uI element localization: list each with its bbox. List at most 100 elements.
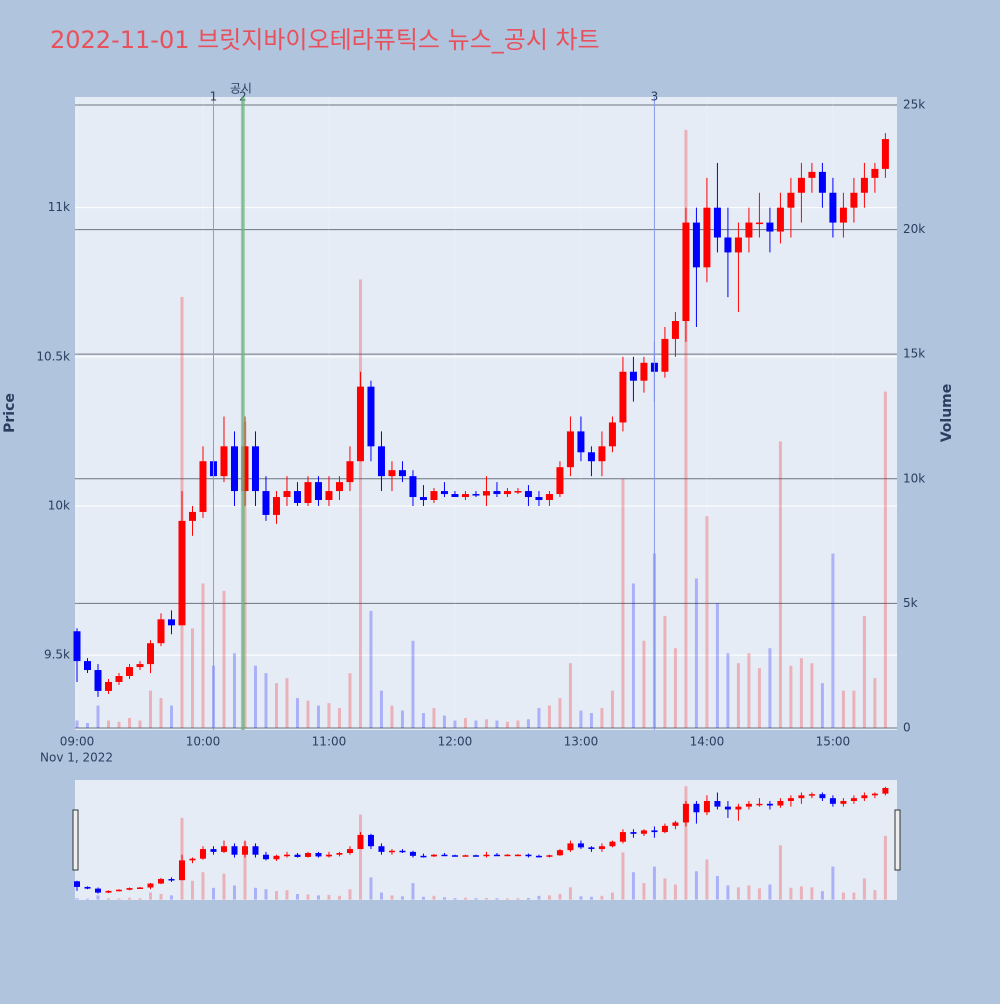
candle-body: [829, 192, 837, 223]
volume-bar: [348, 673, 352, 729]
candle-body: [104, 681, 112, 691]
event-label: 2: [239, 90, 247, 104]
mini-candle-body: [504, 854, 511, 857]
mini-volume-bar: [379, 892, 383, 900]
mini-candle-body: [189, 858, 196, 861]
mini-volume-bar: [306, 894, 310, 900]
volume-bar: [316, 705, 320, 729]
volume-bar: [631, 583, 635, 729]
candle-body: [860, 177, 868, 193]
mini-candle-body: [798, 795, 805, 799]
mini-volume-bar: [579, 896, 583, 900]
volume-bar: [862, 615, 866, 729]
volume-bar: [285, 678, 289, 729]
candle-body: [325, 491, 333, 501]
mini-volume-bar: [169, 895, 173, 900]
candle-body: [797, 177, 805, 193]
candle-body: [545, 494, 553, 501]
candle-body: [598, 446, 606, 462]
volume-bar: [495, 720, 499, 729]
candle-body: [283, 491, 291, 498]
volume-bar: [400, 710, 404, 729]
mini-candle-body: [346, 849, 353, 854]
candle-body: [608, 422, 616, 447]
x-tick-label: 09:00: [60, 735, 95, 749]
mini-volume-bar: [159, 893, 163, 900]
candle-body: [577, 431, 585, 453]
mini-volume-bar: [369, 877, 373, 900]
mini-candle-body: [840, 800, 847, 804]
range-handle: [72, 809, 79, 871]
mini-candle-body: [241, 846, 248, 855]
volume-bar: [85, 723, 89, 729]
candle-body: [514, 491, 522, 493]
mini-volume-bar: [852, 892, 856, 900]
candle-body: [167, 619, 175, 626]
mini-candle-body: [378, 846, 385, 852]
mini-volume-bar: [484, 897, 488, 900]
mini-candle-body: [714, 800, 721, 807]
plot-area: [75, 97, 897, 730]
mini-candle-body: [325, 854, 332, 857]
volume-bar: [516, 720, 520, 729]
candle-body: [335, 482, 343, 492]
y2-tick-label: 10k: [903, 471, 925, 485]
mini-candle-body: [451, 855, 458, 857]
volume-bar: [526, 719, 530, 729]
mini-candle-body: [388, 850, 395, 853]
candle-body: [419, 497, 427, 501]
mini-candle-body: [273, 855, 280, 860]
mini-candle-body: [94, 888, 101, 893]
range-handle: [894, 809, 901, 871]
mini-volume-bar: [85, 898, 89, 900]
mini-candle-body: [588, 847, 595, 850]
candle-body: [451, 494, 459, 498]
x-tick-label: 14:00: [690, 735, 725, 749]
candle-body: [262, 491, 270, 515]
candle-body: [703, 207, 711, 268]
candle-body: [314, 482, 322, 501]
mini-candle-body: [598, 846, 605, 850]
candle-body: [115, 676, 123, 682]
candle-body: [230, 446, 238, 492]
candle-body: [745, 222, 753, 238]
mini-volume-bar: [505, 898, 509, 900]
volume-bar: [778, 441, 782, 729]
mini-volume-bar: [474, 898, 478, 900]
mini-volume-bar: [148, 892, 152, 900]
volume-bar: [190, 628, 194, 729]
mini-volume-bar: [75, 898, 79, 900]
y-tick-label: 10k: [48, 498, 70, 512]
volume-bar: [589, 713, 593, 729]
mini-candle-body: [777, 800, 784, 806]
mini-candle-body: [766, 803, 773, 806]
candle-body: [188, 511, 196, 521]
y2-tick-label: 25k: [903, 97, 925, 111]
mini-candle-body: [546, 855, 553, 857]
mini-candle-body: [619, 832, 626, 842]
mini-volume-bar: [768, 884, 772, 900]
mini-volume-bar: [243, 841, 247, 900]
x-tick-label: 15:00: [816, 735, 851, 749]
mini-volume-bar: [358, 814, 362, 900]
volume-bar: [831, 553, 835, 729]
candle-body: [724, 237, 732, 253]
volume-bar: [274, 683, 278, 729]
mini-candle-body: [850, 798, 857, 801]
mini-candle-body: [514, 854, 521, 857]
mini-candle-body: [84, 886, 91, 889]
y2-tick-label: 0: [903, 721, 911, 735]
volume-bar: [379, 690, 383, 729]
candle-body: [272, 497, 280, 515]
mini-candle-body: [168, 879, 175, 881]
mini-candle-body: [315, 853, 322, 857]
mini-volume-bar: [799, 886, 803, 900]
candle-body: [220, 446, 228, 477]
volume-bar: [705, 516, 709, 729]
mini-candle-body: [105, 890, 112, 893]
mini-volume-bar: [600, 895, 604, 900]
candle-body: [241, 446, 249, 492]
candle-body: [356, 386, 364, 462]
candle-body: [524, 491, 532, 498]
volume-bar: [327, 703, 331, 729]
